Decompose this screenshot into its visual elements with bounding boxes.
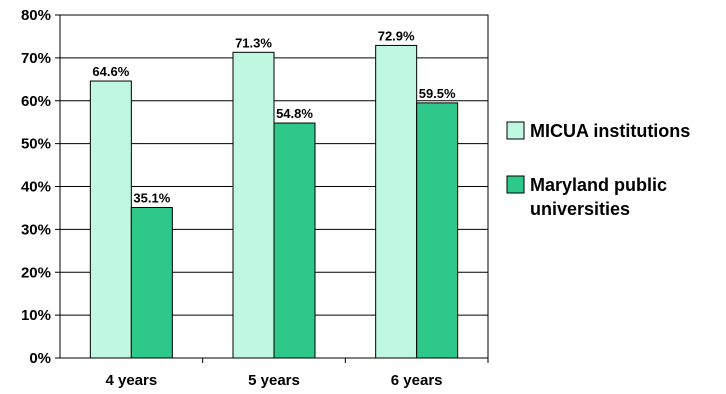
data-label: 59.5% [419,86,456,101]
bars: 64.6% 35.1% 71.3% 54.8% 72.9% 59.5% [89,28,459,359]
legend-swatch-maryland-public [506,175,525,194]
y-tick-label: 50% [21,136,51,153]
y-tick-label: 20% [21,264,51,281]
data-label: 64.6% [92,64,129,79]
x-category-label: 6 years [391,372,443,389]
legend-swatch-micua [506,121,525,140]
bar-maryland-public-0 [130,207,173,359]
x-category-label: 4 years [105,372,157,389]
y-tick-label: 70% [21,50,51,67]
data-label: 72.9% [378,28,415,43]
y-tick-label: 0% [29,350,51,367]
bar-micua-1 [232,51,275,359]
y-tick-label: 40% [21,179,51,196]
legend-label: Maryland public [530,175,667,195]
legend-label: universities [530,199,630,219]
legend-label: MICUA institutions [530,121,690,141]
data-label: 35.1% [133,191,170,206]
bar-micua-0 [89,80,132,359]
y-tick-label: 60% [21,93,51,110]
y-tick-label: 30% [21,221,51,238]
data-label: 71.3% [235,35,272,50]
axes: 0% 10% 20% 30% 40% 50% 60% 70% 80% 4 years 5 years… [21,7,489,389]
bar-maryland-public-1 [273,122,316,359]
x-category-label: 5 years [248,372,300,389]
bar-micua-2 [375,44,418,359]
legend: MICUA institutions Maryland public univers… [506,121,690,219]
y-tick-label: 10% [21,307,51,324]
bar-maryland-public-2 [416,102,459,359]
data-label: 54.8% [276,106,313,121]
y-tick-label: 80% [21,7,51,24]
